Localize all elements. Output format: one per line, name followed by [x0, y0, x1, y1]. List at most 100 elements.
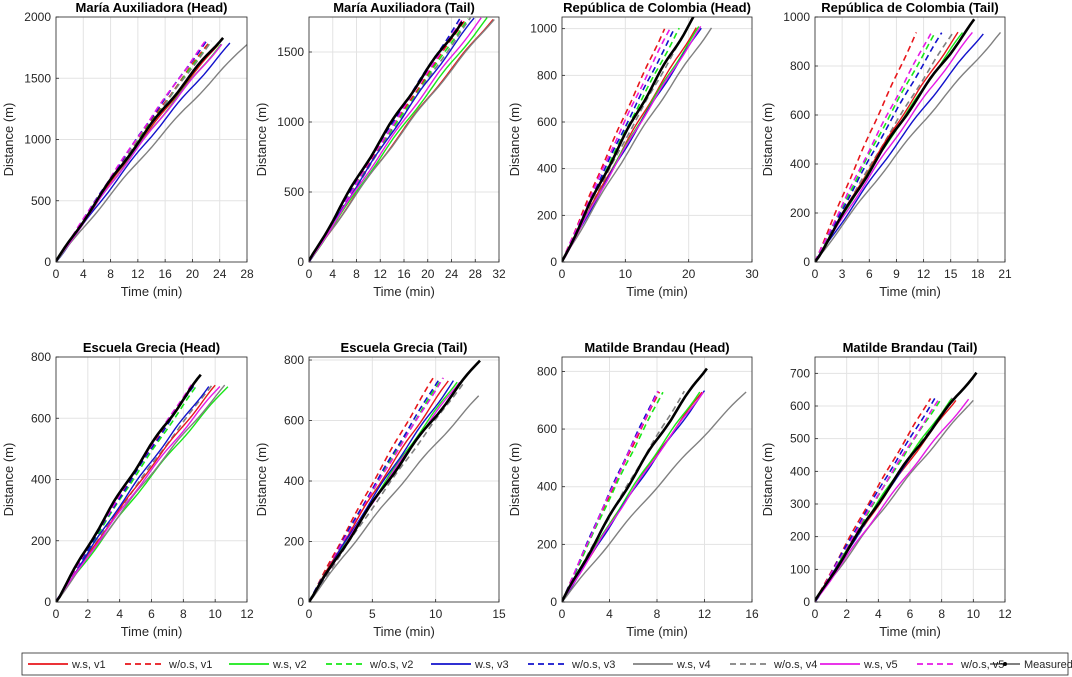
subplot-1: 0 4 8 12 16 20 24 28 0 500 1000 1500 2000 María Auxil… — [1, 0, 254, 299]
series-ws-v4 — [562, 27, 713, 262]
x-axis-label: Time (min) — [879, 284, 941, 299]
series-ws-v5 — [562, 26, 702, 262]
x-tick-label: 0 — [53, 267, 60, 281]
legend-box — [21, 652, 1069, 676]
chart-title: Escuela Grecia (Head) — [83, 340, 220, 355]
x-tick-label: 20 — [186, 267, 200, 281]
subplot-2: 0 4 8 12 16 20 24 28 32 0 500 1000 1500 María Auxilia… — [254, 0, 506, 299]
svg-text:w/o.s, v3: w/o.s, v3 — [571, 659, 615, 671]
y-axis-label: Distance (m) — [254, 443, 269, 517]
x-axis-label: Time (min) — [373, 284, 435, 299]
x-axis-label: Time (min) — [121, 624, 183, 639]
y-axis-label: Distance (m) — [760, 443, 775, 517]
x-tick-label: 12 — [917, 267, 931, 281]
x-tick-label: 10 — [208, 607, 222, 621]
x-axis-label: Time (min) — [373, 624, 435, 639]
x-tick-label: 12 — [131, 267, 145, 281]
y-tick-label: 1000 — [277, 115, 304, 129]
y-tick-label: 200 — [537, 537, 557, 551]
y-axis-label: Distance (m) — [1, 443, 16, 517]
subplot-5: 0 2 4 6 8 10 12 0 200 400 600 800 Escuela Grecia (He… — [1, 340, 254, 639]
series-ws-v4 — [56, 44, 247, 262]
y-tick-label: 800 — [790, 59, 810, 73]
y-tick-label: 0 — [44, 255, 51, 269]
x-tick-label: 0 — [812, 607, 819, 621]
axes-box — [561, 16, 753, 263]
x-tick-label: 6 — [148, 607, 155, 621]
x-tick-label: 12 — [998, 607, 1012, 621]
svg-text:w.s, v4: w.s, v4 — [676, 659, 711, 671]
x-tick-label: 12 — [698, 607, 712, 621]
y-tick-label: 200 — [790, 206, 810, 220]
series-ws-v4 — [309, 395, 480, 602]
y-tick-label: 400 — [31, 473, 51, 487]
series-ws-v5 — [309, 17, 482, 262]
x-tick-label: 32 — [492, 267, 506, 281]
series-ws-v5 — [56, 43, 223, 262]
x-tick-label: 24 — [445, 267, 459, 281]
y-tick-label: 0 — [550, 255, 557, 269]
x-tick-label: 0 — [559, 607, 566, 621]
x-tick-label: 4 — [329, 267, 336, 281]
x-tick-label: 3 — [839, 267, 846, 281]
svg-text:w/o.s, v5: w/o.s, v5 — [960, 659, 1004, 671]
legend-entry: w/o.s, v1 — [125, 659, 212, 671]
y-tick-label: 600 — [537, 115, 557, 129]
axes-box — [814, 16, 1006, 263]
x-tick-label: 0 — [559, 267, 566, 281]
y-tick-label: 300 — [790, 497, 810, 511]
svg-text:w.s, v3: w.s, v3 — [474, 659, 509, 671]
x-axis-label: Time (min) — [879, 624, 941, 639]
series-ws-v5 — [562, 391, 704, 602]
series-ws-v2 — [309, 17, 488, 262]
chart-title: República de Colombia (Head) — [563, 0, 751, 15]
y-tick-label: 800 — [284, 353, 304, 367]
chart-title: María Auxiliadora (Head) — [76, 0, 228, 15]
y-tick-label: 400 — [284, 474, 304, 488]
x-tick-label: 8 — [654, 607, 661, 621]
x-tick-label: 20 — [682, 267, 696, 281]
x-tick-label: 9 — [893, 267, 900, 281]
series-wos-v1 — [309, 377, 434, 602]
series-ws-v4 — [815, 399, 974, 602]
x-tick-label: 2 — [843, 607, 850, 621]
x-tick-label: 16 — [745, 607, 759, 621]
series-ws-v1 — [309, 380, 449, 602]
x-tick-label: 4 — [606, 607, 613, 621]
subplot-3: 0 10 20 30 0 200 400 600 800 1000 República de Col… — [507, 0, 759, 299]
series-measured — [56, 37, 225, 262]
series-wos-v1 — [309, 18, 467, 262]
x-tick-label: 0 — [306, 607, 313, 621]
legend-entry: w.s, v1 — [28, 659, 106, 671]
chart-title: Matilde Brandau (Tail) — [843, 340, 978, 355]
x-tick-label: 15 — [944, 267, 958, 281]
legend-entry: w.s, v3 — [431, 659, 509, 671]
y-axis-label: Distance (m) — [1, 103, 16, 177]
y-tick-label: 1500 — [24, 71, 51, 85]
x-tick-label: 12 — [374, 267, 388, 281]
x-tick-label: 0 — [812, 267, 819, 281]
x-tick-label: 6 — [907, 607, 914, 621]
x-tick-label: 24 — [213, 267, 227, 281]
legend: w.s, v1 w/o.s, v1 w.s, v2 w/o.s, v2 w.s, v3 w… — [21, 652, 1072, 676]
series-wos-v5 — [562, 28, 671, 262]
svg-text:w/o.s, v1: w/o.s, v1 — [168, 659, 212, 671]
y-axis-label: Distance (m) — [760, 103, 775, 177]
x-tick-label: 4 — [875, 607, 882, 621]
series-measured — [562, 367, 708, 602]
x-tick-label: 16 — [397, 267, 411, 281]
series-wos-v5 — [562, 390, 659, 602]
x-tick-label: 4 — [116, 607, 123, 621]
svg-text:w.s, v1: w.s, v1 — [71, 659, 106, 671]
y-tick-label: 0 — [297, 595, 304, 609]
y-tick-label: 500 — [284, 185, 304, 199]
y-tick-label: 200 — [790, 530, 810, 544]
series-ws-v4 — [309, 19, 495, 262]
chart-title: María Auxiliadora (Tail) — [333, 0, 475, 15]
x-tick-label: 15 — [492, 607, 506, 621]
chart-title: República de Colombia (Tail) — [821, 0, 998, 15]
x-tick-label: 2 — [84, 607, 91, 621]
series-wos-v2 — [309, 18, 469, 262]
y-tick-label: 600 — [537, 422, 557, 436]
